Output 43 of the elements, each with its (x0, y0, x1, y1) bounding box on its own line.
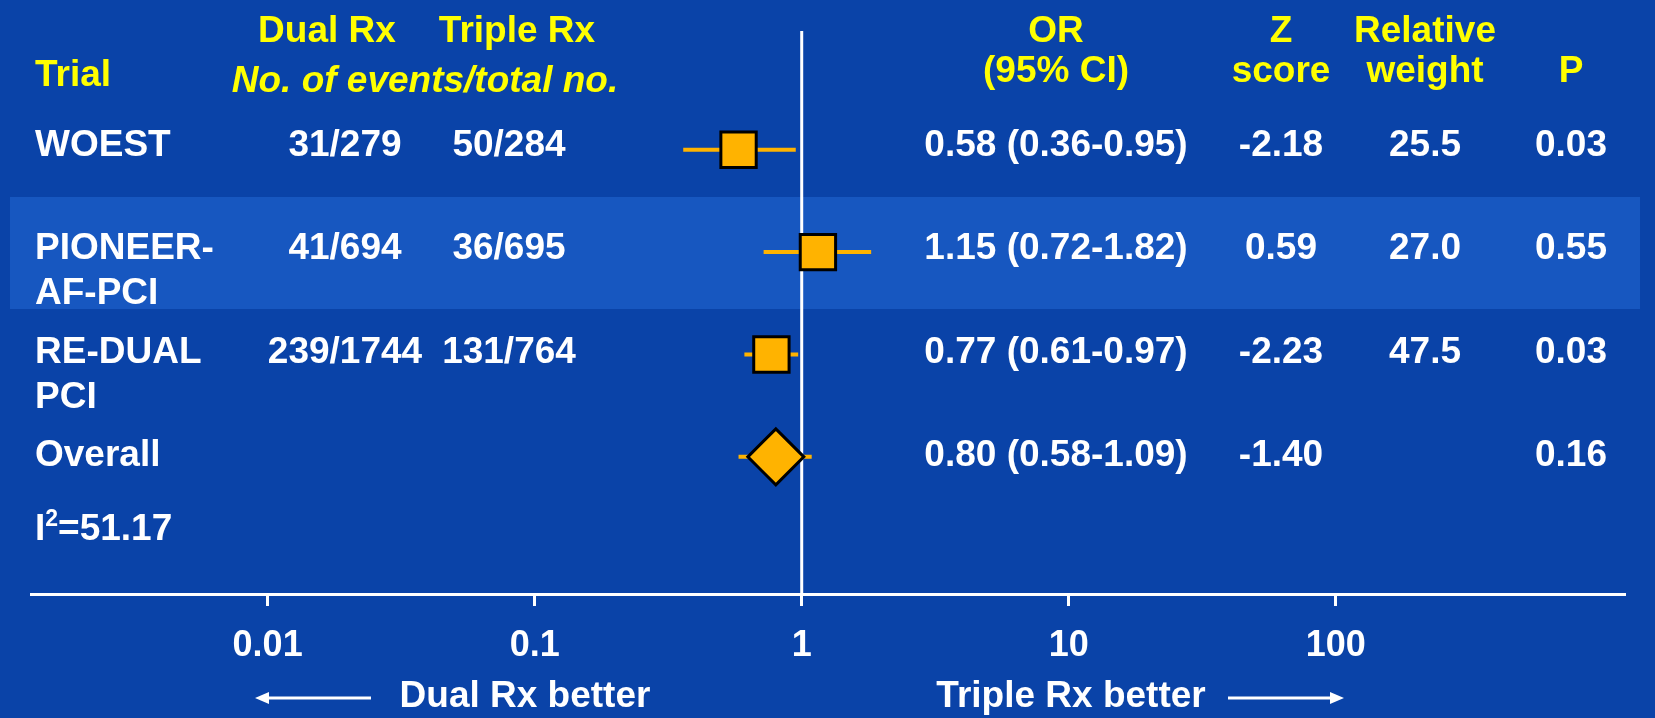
text: Triple Rx better (936, 674, 1206, 716)
y-tick-label: RE-DUAL PCI (35, 329, 202, 416)
y-tick-label: PIONEER-AF-PCI (35, 226, 214, 313)
x-tick-label: 0.1 (509, 622, 560, 664)
x-tick-label: 0.01 (232, 622, 303, 664)
annotation: weight (1365, 49, 1484, 91)
annotation: 31/279 (288, 123, 402, 164)
annotation: Dual Rx (258, 9, 397, 51)
annotation: OR (1028, 9, 1084, 51)
annotation: (95% CI) (983, 49, 1129, 91)
x-tick-label: 10 (1048, 622, 1089, 664)
annotation: 239/1744 (267, 329, 423, 371)
annotation: Triple Rx (438, 9, 596, 51)
annotation: No. of events/total no. (231, 59, 619, 101)
annotation: score (1231, 49, 1331, 91)
annotation: 25.5 (1388, 123, 1462, 164)
annotation: -2.18 (1238, 123, 1324, 164)
annotation: 1.15 (0.72-1.82) (924, 226, 1188, 268)
annotation: P (1558, 49, 1584, 91)
x-tick-label: 1 (791, 622, 812, 664)
y-axis-title: Trial (35, 53, 112, 95)
annotation: -1.40 (1238, 432, 1324, 474)
annotation: 0.59 (1244, 226, 1318, 268)
annotation: 0.03 (1534, 123, 1608, 164)
annotation: 41/694 (288, 226, 403, 268)
annotation: 0.55 (1534, 226, 1608, 268)
annotation: 50/284 (452, 123, 567, 164)
annotation: 0.80 (0.58-1.09) (924, 432, 1188, 474)
annotation: 27.0 (1388, 226, 1462, 268)
y-tick-label: Overall (35, 432, 161, 474)
annotation: Relative (1354, 9, 1496, 51)
annotation: 47.5 (1388, 329, 1462, 371)
annotation: 0.03 (1534, 329, 1608, 371)
annotation: Z (1269, 9, 1293, 51)
annotation: 0.58 (0.36-0.95) (924, 123, 1188, 164)
annotation: 0.16 (1534, 432, 1608, 474)
annotation: 131/764 (442, 329, 577, 371)
annotation: 0.77 (0.61-0.97) (924, 329, 1188, 371)
annotation: -2.23 (1238, 329, 1324, 371)
text: Dual Rx better (399, 674, 651, 716)
y-tick-label: WOEST (35, 123, 172, 164)
annotation: 36/695 (452, 226, 566, 268)
x-tick-label: 100 (1305, 622, 1366, 664)
